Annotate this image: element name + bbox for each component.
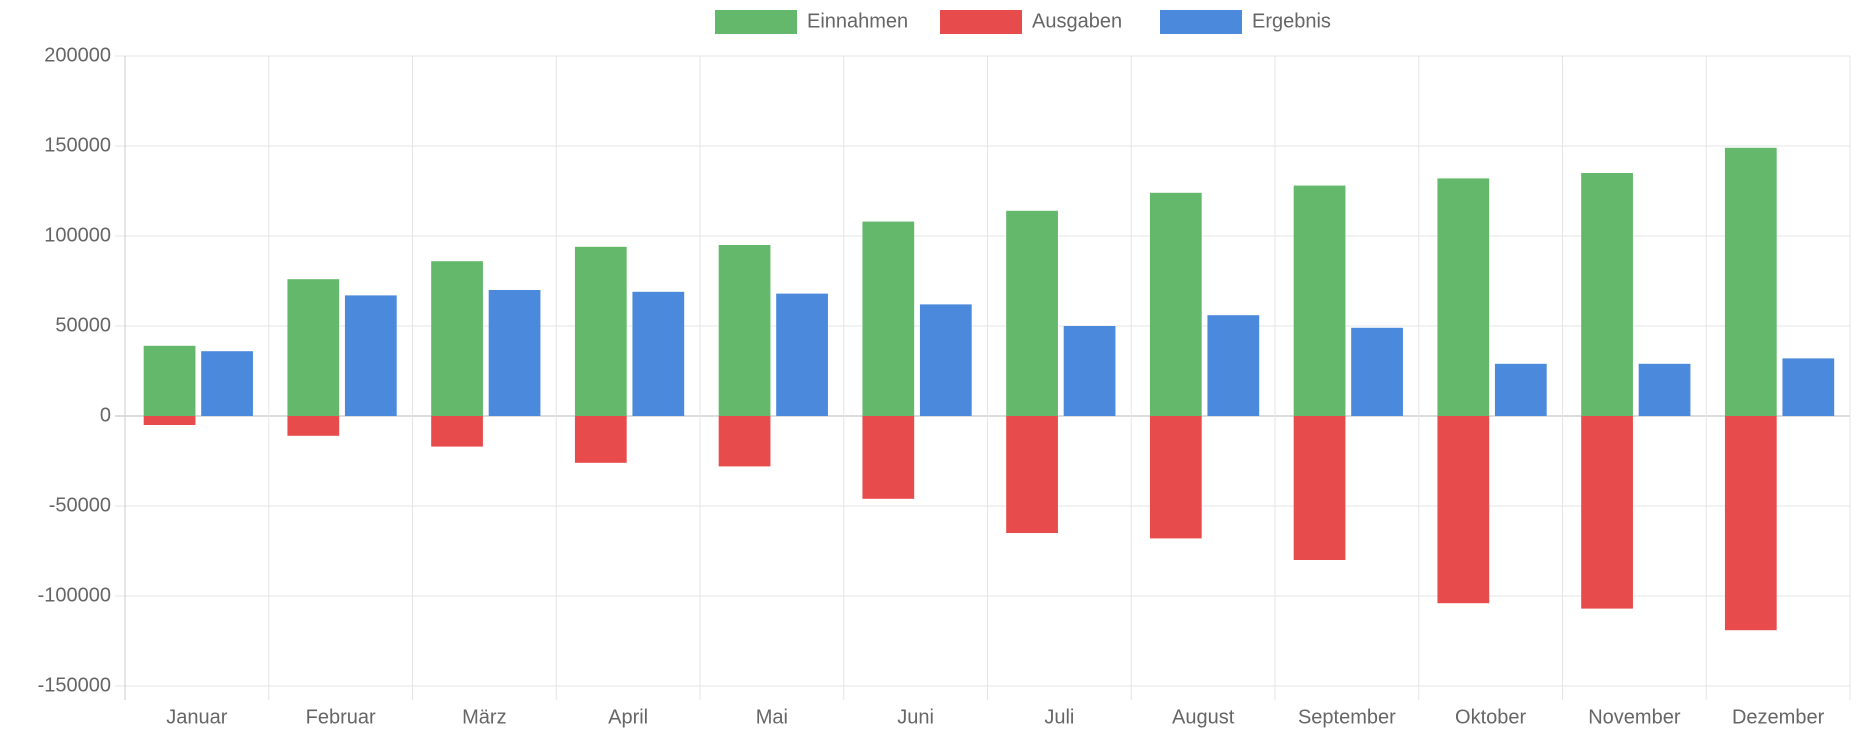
bar [776,293,828,416]
bar [919,304,972,416]
bar [1293,416,1346,560]
x-tick-label: Juni [897,706,934,728]
bar [1437,416,1490,604]
bar [1351,327,1403,416]
bar [287,416,340,436]
y-tick-label: -50000 [49,494,111,516]
bar [1724,147,1777,417]
x-tick-label: Februar [306,706,376,728]
legend-label: Einnahmen [807,10,908,32]
bar [1293,185,1346,416]
x-tick-label: Oktober [1455,706,1526,728]
bar [287,279,340,416]
bar [201,351,253,416]
bar [632,291,685,416]
y-tick-label: 100000 [44,224,111,246]
x-tick-label: September [1298,706,1396,728]
bar [1063,326,1116,416]
bar [1149,416,1202,539]
bar [1724,416,1777,631]
bar [1494,363,1547,416]
legend-label: Ausgaben [1032,10,1122,32]
bar [1006,210,1058,416]
bar [862,416,915,499]
bar [143,416,196,425]
bar [1437,178,1490,416]
legend-swatch [1160,10,1242,34]
bar [1638,363,1691,416]
legend-swatch [715,10,797,34]
bar [1581,416,1633,609]
x-tick-label: Mai [756,706,788,728]
legend-label: Ergebnis [1252,10,1331,32]
x-tick-label: Dezember [1732,706,1825,728]
y-tick-label: 150000 [44,134,111,156]
bar [1207,315,1260,416]
bar [718,416,771,467]
y-tick-label: -150000 [38,674,111,696]
y-tick-label: -100000 [38,584,111,606]
x-tick-label: Juli [1044,706,1074,728]
bar [344,295,397,416]
x-tick-label: Januar [166,706,227,728]
bar [574,416,627,463]
y-tick-label: 200000 [44,44,111,66]
x-tick-label: August [1172,706,1235,728]
y-tick-label: 50000 [55,314,111,336]
bar [488,290,541,416]
bar [718,245,771,416]
x-tick-label: März [462,706,506,728]
bar [574,246,627,416]
bar [143,345,196,416]
bar [1782,358,1835,416]
bar [1006,416,1058,533]
x-tick-label: April [608,706,648,728]
bar [431,416,483,447]
y-tick-label: 0 [100,404,111,426]
bar [862,221,915,416]
legend-swatch [940,10,1022,34]
bar [431,261,483,416]
bar [1581,173,1633,416]
x-tick-label: November [1588,706,1681,728]
bar [1149,192,1202,416]
